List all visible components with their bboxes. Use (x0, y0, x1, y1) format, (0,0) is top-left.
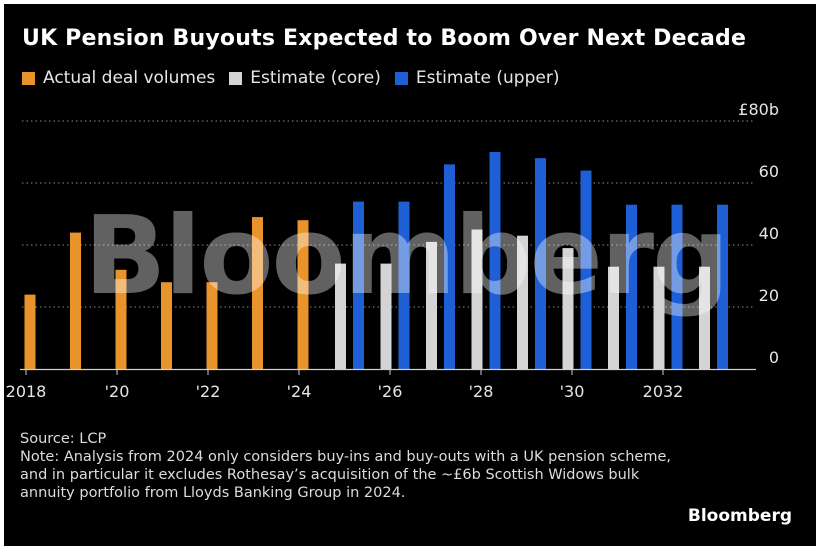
bar-actual (161, 282, 172, 369)
bar-estimate-core (653, 266, 665, 369)
legend-item-upper: Estimate (upper) (394, 68, 560, 88)
bar-actual (70, 232, 81, 369)
y-tick-label: 0 (769, 348, 779, 367)
legend-swatch-actual (22, 71, 35, 85)
legend-label-upper: Estimate (upper) (415, 68, 560, 88)
x-tick-label: '28 (469, 382, 494, 401)
bar-estimate-upper (535, 158, 546, 369)
brand-logo: Bloomberg (687, 506, 792, 526)
bar-estimate-core (562, 248, 574, 369)
bar-chart: £80b 60 40 20 0 2018 '20 '22 '24 '26 '28 '30 2032 (6, 100, 779, 401)
legend: Actual deal volumes Estimate (core) Esti… (22, 68, 559, 88)
bar-estimate-upper (717, 204, 728, 369)
chart-title: UK Pension Buyouts Expected to Boom Over… (22, 26, 747, 51)
legend-swatch-core (229, 71, 243, 85)
y-tick-label: 40 (759, 224, 779, 243)
bar-actual (297, 220, 309, 369)
y-tick-label: £80b (738, 100, 779, 119)
bar-estimate-core (517, 235, 528, 369)
bar-estimate-upper (489, 152, 501, 369)
chart-frame: UK Pension Buyouts Expected to Boom Over… (4, 4, 816, 546)
x-tick-label: 2018 (6, 382, 47, 401)
x-tick-label: 2032 (643, 382, 684, 401)
x-tick-label: '22 (196, 382, 221, 401)
chart-footer: Source: LCP Note: Analysis from 2024 onl… (20, 430, 680, 502)
bar-estimate-upper (444, 164, 455, 369)
bar-estimate-core (380, 263, 392, 369)
bar-actual (24, 294, 36, 369)
legend-item-actual: Actual deal volumes (22, 68, 215, 88)
bar-estimate-core (699, 266, 710, 369)
x-tick-label: '20 (105, 382, 130, 401)
bar-estimate-upper (353, 201, 364, 369)
legend-label-core: Estimate (core) (250, 68, 381, 88)
y-tick-label: 20 (759, 286, 779, 305)
bar-actual (206, 282, 218, 369)
source-text: Source: LCP (20, 431, 107, 447)
bar-estimate-core (335, 263, 346, 369)
x-tick-label: '30 (560, 382, 585, 401)
bar-estimate-core (471, 229, 483, 369)
legend-item-core: Estimate (core) (229, 68, 381, 88)
bar-actual (252, 217, 263, 369)
legend-swatch-upper (394, 71, 408, 85)
y-tick-label: 60 (759, 162, 779, 181)
bar-estimate-upper (626, 204, 637, 369)
x-tick-label: '26 (378, 382, 403, 401)
bar-estimate-upper (671, 204, 683, 369)
note-text: Note: Analysis from 2024 only considers … (20, 449, 671, 501)
bar-estimate-upper (580, 170, 592, 369)
x-tick-label: '24 (287, 382, 312, 401)
bar-estimate-core (426, 241, 437, 369)
legend-label-actual: Actual deal volumes (43, 68, 216, 88)
bar-actual (115, 269, 127, 369)
bar-estimate-upper (398, 201, 410, 369)
bar-estimate-core (608, 266, 619, 369)
